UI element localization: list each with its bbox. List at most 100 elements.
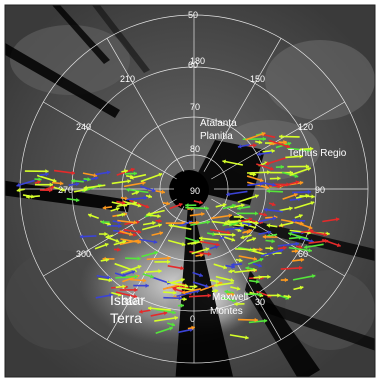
lon-label-120: 120 bbox=[298, 122, 313, 132]
wind-vector-head bbox=[284, 277, 289, 283]
wind-vector-head bbox=[307, 189, 312, 195]
wind-vector-head bbox=[135, 190, 139, 195]
wind-vector-head bbox=[145, 283, 149, 288]
lon-label-0: 0 bbox=[190, 314, 195, 324]
wind-vector bbox=[155, 308, 176, 314]
wind-vector-head bbox=[106, 170, 111, 175]
wind-vector-head bbox=[180, 303, 184, 308]
data-gap-wedge bbox=[245, 270, 320, 377]
wind-vector-head bbox=[215, 279, 220, 284]
wind-vector-head bbox=[258, 275, 262, 280]
wind-vector-head bbox=[277, 176, 281, 181]
wind-vector-head bbox=[255, 220, 259, 226]
wind-vector-head bbox=[299, 285, 304, 290]
wind-vector-head bbox=[293, 192, 298, 198]
wind-vector-head bbox=[214, 288, 219, 294]
wind-vector-head bbox=[59, 181, 64, 186]
meridian-line bbox=[106, 38, 185, 172]
wind-vector-head bbox=[45, 172, 49, 177]
wind-vector bbox=[199, 240, 220, 246]
wind-vector bbox=[237, 318, 258, 321]
wind-vector-head bbox=[223, 265, 227, 270]
wind-vector-head bbox=[143, 195, 147, 201]
wind-vector-head bbox=[261, 131, 266, 137]
wind-vector-head bbox=[295, 241, 299, 247]
wind-vector-head bbox=[305, 164, 310, 169]
wind-vector-head bbox=[266, 223, 271, 228]
wind-vector-head bbox=[289, 206, 293, 211]
lon-label-60: 60 bbox=[298, 249, 308, 259]
wind-vector-head bbox=[283, 245, 287, 251]
wind-vector-head bbox=[240, 235, 245, 240]
longitude-labels: 210 180 150 240 120 270 90 300 60 330 30… bbox=[58, 56, 325, 324]
wind-vector-head bbox=[83, 187, 88, 193]
lat-label-60: 60 bbox=[188, 60, 198, 70]
meridian-lines bbox=[20, 15, 368, 363]
wind-vector bbox=[268, 139, 291, 149]
wind-vector-head bbox=[228, 269, 233, 274]
wind-vector-head bbox=[231, 292, 235, 297]
wind-vector bbox=[120, 238, 142, 244]
wind-vector-head bbox=[240, 214, 244, 220]
wind-vector-head bbox=[295, 180, 300, 185]
wind-vector-head bbox=[231, 237, 236, 242]
wind-vector-head bbox=[79, 234, 84, 239]
wind-vector-head bbox=[195, 220, 200, 225]
wind-vector-head bbox=[137, 229, 142, 234]
wind-vector-head bbox=[253, 268, 257, 273]
wind-vector-head bbox=[263, 318, 268, 324]
wind-vector-head bbox=[147, 306, 152, 311]
meridian-line bbox=[43, 198, 177, 277]
wind-vector-head bbox=[104, 231, 108, 237]
lat-label-90: 90 bbox=[190, 186, 200, 196]
lon-label-270: 270 bbox=[58, 185, 73, 195]
wind-vector-head bbox=[265, 161, 270, 166]
lat-label-80: 80 bbox=[190, 144, 200, 154]
wind-vector-head bbox=[289, 170, 293, 175]
wind-vector-head bbox=[124, 169, 128, 174]
wind-vector-head bbox=[199, 200, 203, 205]
wind-vector-head bbox=[166, 259, 171, 265]
wind-vector bbox=[209, 228, 231, 234]
wind-vector-head bbox=[234, 301, 238, 307]
wind-vector bbox=[235, 248, 257, 251]
wind-vector bbox=[294, 201, 315, 210]
wind-vector-head bbox=[158, 269, 162, 274]
wind-vector-head bbox=[214, 283, 218, 288]
wind-vector-head bbox=[180, 277, 185, 283]
wind-vector bbox=[181, 288, 201, 294]
wind-vector-head bbox=[133, 294, 138, 299]
wind-vector-head bbox=[118, 223, 122, 229]
wind-vector bbox=[277, 242, 300, 247]
wind-vector-head bbox=[262, 136, 266, 142]
tethus-regio-label: Tethus Regio bbox=[288, 148, 347, 159]
wind-vector-head bbox=[277, 293, 281, 298]
wind-vector-head bbox=[267, 274, 271, 280]
lon-label-90: 90 bbox=[315, 185, 325, 195]
wind-vector-head bbox=[205, 206, 209, 211]
data-gap-band bbox=[5, 180, 130, 212]
wind-vector-head bbox=[308, 248, 312, 253]
lon-label-180: 180 bbox=[190, 56, 205, 66]
wind-vector-head bbox=[300, 257, 305, 263]
wind-vector bbox=[176, 289, 200, 298]
wind-vector bbox=[286, 147, 311, 152]
wind-vector-head bbox=[204, 283, 209, 289]
wind-vector-head bbox=[240, 203, 245, 208]
wind-vector bbox=[289, 167, 312, 177]
wind-vector-head bbox=[298, 235, 302, 240]
wind-vector-head bbox=[335, 217, 340, 222]
wind-vector-head bbox=[230, 278, 235, 283]
wind-vector bbox=[147, 307, 171, 311]
wind-vector-head bbox=[108, 277, 113, 283]
wind-vector-head bbox=[172, 310, 176, 315]
wind-vector-head bbox=[205, 247, 210, 252]
wind-vector-head bbox=[247, 221, 252, 227]
wind-vector-head bbox=[107, 221, 111, 226]
wind-vector-head bbox=[218, 281, 223, 286]
wind-vector-head bbox=[191, 325, 195, 331]
wind-vector-head bbox=[226, 230, 231, 235]
meridian-line bbox=[203, 38, 282, 172]
wind-vector-head bbox=[224, 289, 229, 295]
wind-vector-head bbox=[49, 182, 53, 187]
